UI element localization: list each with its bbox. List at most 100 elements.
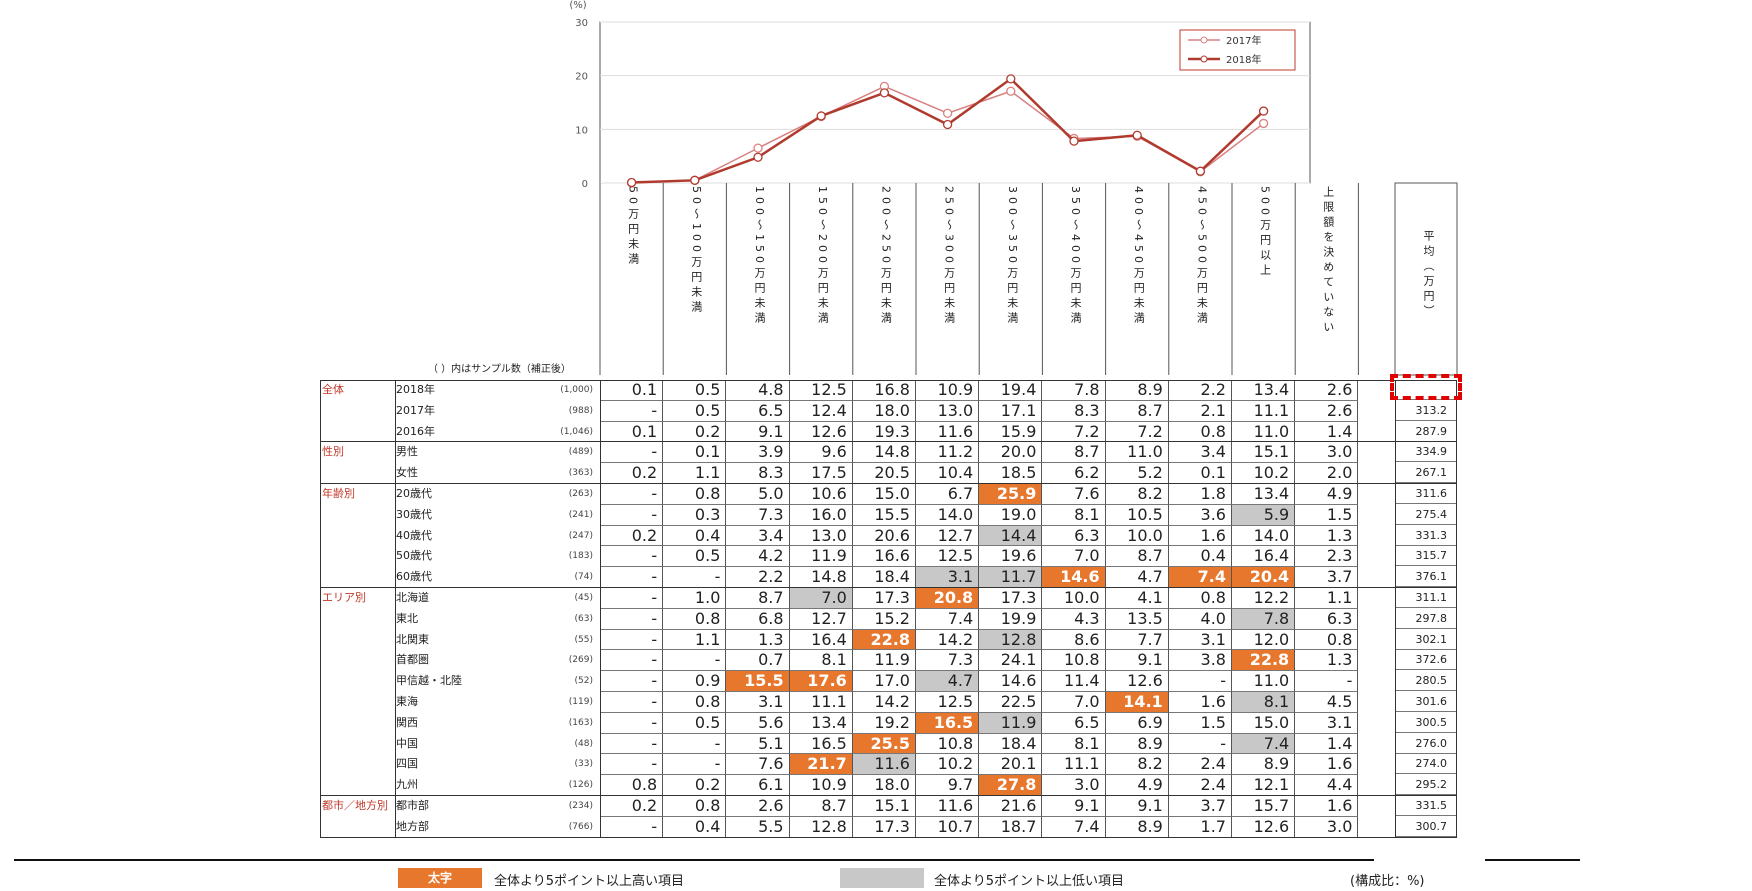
table-cell: 7.4 xyxy=(1042,816,1106,838)
row-label: 東海 xyxy=(396,695,418,708)
sample-size: (33) xyxy=(574,759,593,770)
table-cell: - xyxy=(1168,733,1232,755)
table-cell: 24.1 xyxy=(979,650,1043,672)
table-cell: 8.7 xyxy=(789,796,853,817)
table-cell: 13.4 xyxy=(789,712,853,734)
table-cell: - xyxy=(600,588,664,609)
group-divider xyxy=(320,441,1457,443)
table-cell: - xyxy=(663,754,727,776)
table-cell: 7.2 xyxy=(1042,421,1106,443)
table-cell: 16.0 xyxy=(789,504,853,526)
table-cell: - xyxy=(600,546,664,568)
avg-cell: 267.1 xyxy=(1395,463,1457,484)
table-cell: 25.9 xyxy=(979,484,1043,505)
table-cell: 7.3 xyxy=(916,650,980,672)
table-cell: 22.8 xyxy=(1232,650,1296,672)
table-cell: 8.7 xyxy=(1042,442,1106,464)
table-cell: 14.8 xyxy=(852,442,916,464)
table-cell: 9.1 xyxy=(1105,796,1169,817)
table-cell: 10.9 xyxy=(789,775,853,796)
table-cell: 17.6 xyxy=(789,671,853,692)
group-frame xyxy=(320,796,396,838)
table-cell: 1.6 xyxy=(1168,525,1232,547)
table-cell: 18.4 xyxy=(979,733,1043,755)
table-cell: 2.1 xyxy=(1168,400,1232,422)
table-cell: 11.2 xyxy=(916,442,980,464)
table-cell: 7.6 xyxy=(1042,484,1106,505)
table-cell: - xyxy=(1295,671,1359,692)
row-label: 20歳代 xyxy=(396,487,432,500)
table-cell: 21.7 xyxy=(789,754,853,776)
table-cell: 12.8 xyxy=(979,629,1043,651)
table-cell: 11.6 xyxy=(852,754,916,776)
column-header: 250〜300万円未満 xyxy=(942,186,956,327)
table-cell: 0.3 xyxy=(663,504,727,526)
table-cell: 3.4 xyxy=(726,525,790,547)
row-label: 甲信越・北陸 xyxy=(396,674,462,688)
table-cell: 0.9 xyxy=(663,671,727,692)
table-cell: 4.5 xyxy=(1295,692,1359,713)
table-cell: 3.7 xyxy=(1168,796,1232,817)
table-cell: 4.3 xyxy=(1042,608,1106,630)
group-frame xyxy=(320,588,396,796)
table-cell: 0.1 xyxy=(600,380,664,401)
table-cell: 1.5 xyxy=(1168,712,1232,734)
table-cell: 7.0 xyxy=(789,588,853,609)
table-cell: 6.1 xyxy=(726,775,790,796)
sample-size: (988) xyxy=(568,405,593,416)
data-point xyxy=(942,108,953,118)
high-legend-text: 全体より5ポイント以上高い項目 xyxy=(494,874,685,889)
y-unit-label: (%) xyxy=(569,0,586,11)
table-cell: 4.9 xyxy=(1105,775,1169,796)
table-cell: 3.6 xyxy=(1168,504,1232,526)
table-cell: 0.2 xyxy=(600,796,664,817)
table-cell: 11.1 xyxy=(1232,400,1296,422)
table-cell: 9.1 xyxy=(726,421,790,443)
table-cell: 8.9 xyxy=(1105,380,1169,401)
table-cell: 0.1 xyxy=(600,421,664,443)
table-cell: 13.0 xyxy=(916,400,980,422)
table-cell: 16.6 xyxy=(852,546,916,568)
table-cell: 12.5 xyxy=(916,692,980,713)
table-cell: 11.1 xyxy=(1042,754,1106,776)
table-cell: 25.5 xyxy=(852,733,916,755)
row-label: 60歳代 xyxy=(396,570,432,584)
table-cell: 20.6 xyxy=(852,525,916,547)
group-divider xyxy=(320,483,1457,484)
table-cell: 4.9 xyxy=(1295,484,1359,505)
avg-cell: 313.2 xyxy=(1395,401,1457,421)
table-cell: 0.5 xyxy=(663,380,727,401)
column-header: 50万円未満 xyxy=(626,186,640,268)
table-cell: 1.1 xyxy=(663,629,727,651)
table-cell: 17.1 xyxy=(979,400,1043,422)
table-cell: 19.3 xyxy=(852,421,916,443)
table-cell: 3.1 xyxy=(1295,712,1359,734)
table-cell: 0.4 xyxy=(1168,546,1232,568)
table-cell: 1.4 xyxy=(1295,733,1359,755)
avg-cell: 276.0 xyxy=(1395,734,1457,754)
sample-size: (52) xyxy=(574,676,593,687)
y-tick-label: 30 xyxy=(575,18,588,29)
table-top-border xyxy=(320,380,1457,381)
row-label: 女性 xyxy=(396,466,418,480)
table-cell: 16.4 xyxy=(1232,546,1296,568)
row-label: 30歳代 xyxy=(396,507,432,521)
bottom-rule-right xyxy=(1485,859,1580,861)
table-cell: 5.1 xyxy=(726,733,790,755)
column-header: 100〜150万円未満 xyxy=(753,186,766,327)
table-cell: 10.0 xyxy=(1105,525,1169,547)
table-cell: 10.9 xyxy=(916,380,980,401)
table-cell: 2.0 xyxy=(1295,463,1359,484)
table-cell: 3.9 xyxy=(726,442,790,464)
sample-size: (241) xyxy=(568,509,593,520)
table-cell: 12.4 xyxy=(789,400,853,422)
table-cell: 16.5 xyxy=(789,733,853,755)
table-cell: 7.4 xyxy=(916,608,980,630)
column-header: 150〜200万円未満 xyxy=(816,186,830,327)
table-cell: 15.1 xyxy=(852,796,916,817)
avg-cell: 300.7 xyxy=(1395,817,1457,837)
group-frame xyxy=(320,442,396,484)
table-cell: - xyxy=(600,671,664,692)
row-label: 北海道 xyxy=(396,591,429,604)
table-cell: - xyxy=(600,754,664,776)
